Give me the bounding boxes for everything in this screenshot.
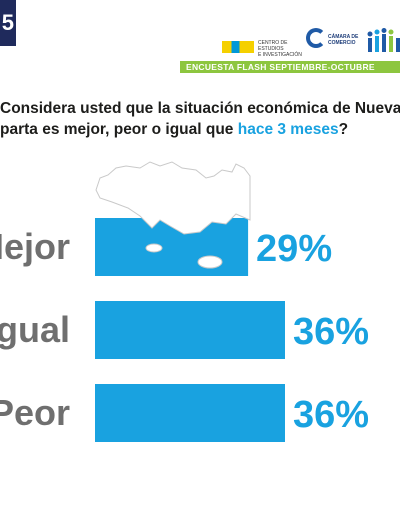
category-label-mejor: Mejor [0,226,70,267]
question-line-2-end: ? [338,121,349,138]
people-logo-icon [367,28,400,52]
value-label-igual: 36% [293,311,369,353]
camara-logo-icon [306,28,326,48]
survey-question: Considera usted que la situación económi… [0,98,400,140]
category-label-igual: Igual [0,309,70,350]
bar-peor [95,384,285,442]
category-label-peor: Peor [0,392,70,433]
bar-mejor [95,218,249,276]
bar-chart: Mejor 29% Igual 36% Peor 36% [0,161,369,442]
value-label-peor: 36% [293,394,369,436]
question-line-2-start: parta es mejor, peor o igual que [0,121,238,138]
bar-igual [95,301,285,359]
survey-banner: ENCUESTA FLASH SEPTIEMBRE-OCTUBRE [180,61,400,73]
question-line-1: Considera usted que la situación económi… [0,100,400,117]
page-number-badge: 5 [0,0,16,46]
camara-logo-text: CÁMARA DE COMERCIO [328,34,359,46]
cei-logo-icon [222,41,254,53]
value-label-mejor: 29% [256,228,332,270]
map-decoration [95,161,251,269]
sponsor-logos: CENTRO DE ESTUDIOS E INVESTIGACIÓN CÁMAR… [222,28,400,60]
question-line-2: parta es mejor, peor o igual que hace 3 … [0,119,400,140]
cei-logo-text: CENTRO DE ESTUDIOS E INVESTIGACIÓN [258,40,302,58]
question-highlight: hace 3 meses [237,121,339,138]
